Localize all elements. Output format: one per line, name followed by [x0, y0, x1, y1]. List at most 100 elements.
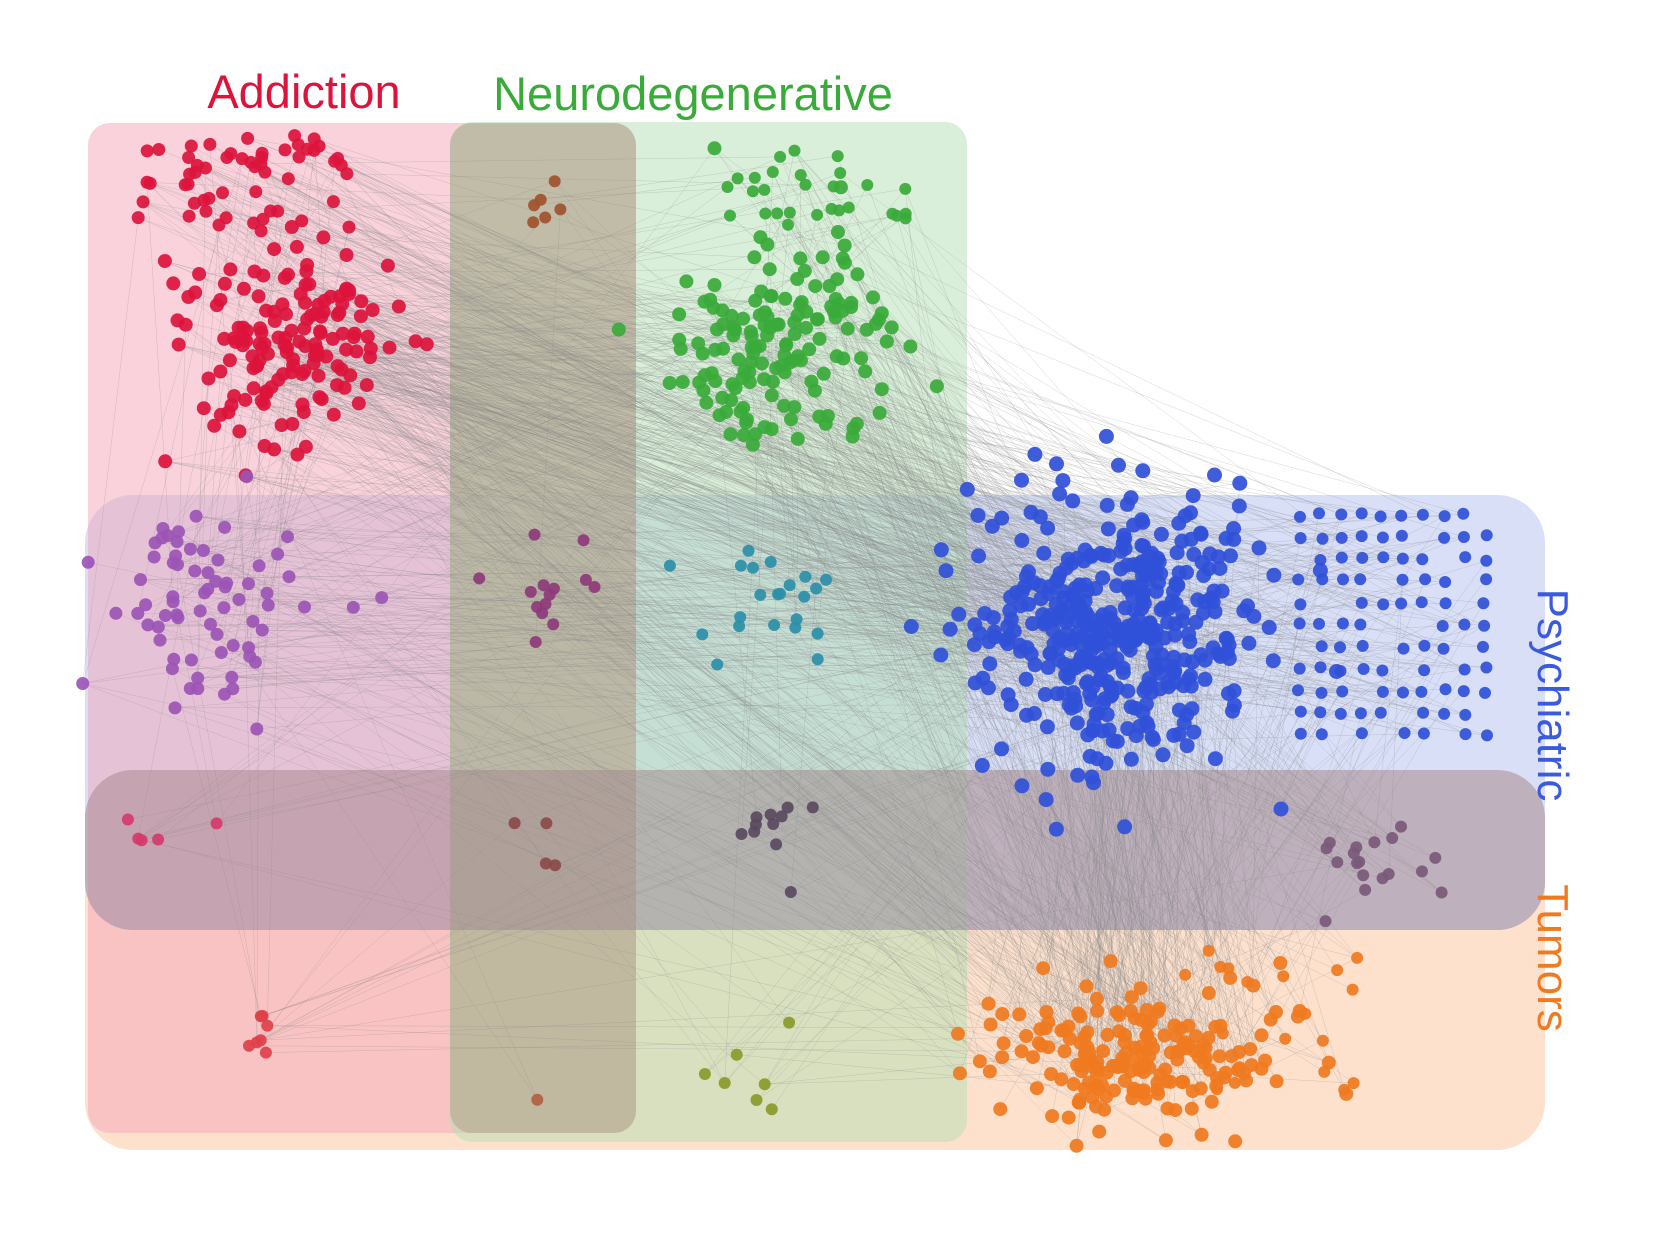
interaction-edge: [545, 328, 848, 605]
gene-node: [1314, 661, 1327, 674]
interaction-edge: [534, 177, 755, 206]
gene-node: [549, 859, 562, 872]
gene-node: [1025, 616, 1041, 632]
interaction-edge: [266, 310, 1074, 640]
interaction-edge: [764, 189, 1136, 1048]
interaction-edge: [680, 348, 1150, 1057]
gene-node: [1207, 604, 1223, 620]
interaction-edge: [370, 348, 1240, 484]
interaction-edge: [304, 302, 1178, 586]
interaction-edge: [764, 311, 1446, 583]
gene-node: [136, 195, 150, 209]
gene-node: [758, 1078, 771, 1091]
gene-node: [1040, 659, 1056, 675]
interaction-edge: [790, 419, 1322, 647]
interaction-edge: [235, 341, 774, 825]
interaction-edge: [337, 158, 995, 633]
interaction-edge: [730, 434, 1148, 1011]
gene-node: [191, 682, 205, 696]
interaction-edge: [865, 371, 1422, 693]
gene-node: [1269, 1005, 1283, 1019]
gene-node: [1090, 1003, 1105, 1018]
interaction-edge: [989, 591, 1174, 1072]
interaction-edge: [264, 171, 1123, 1059]
gene-node: [788, 144, 801, 157]
gene-node: [1197, 671, 1213, 687]
interaction-edge: [1251, 842, 1375, 1066]
gene-node: [1459, 728, 1472, 741]
interaction-edge: [367, 336, 981, 1062]
interaction-edge: [259, 138, 315, 329]
gene-node: [1395, 529, 1408, 542]
gene-node: [1000, 687, 1016, 703]
interaction-edge: [1016, 592, 1065, 1052]
gene-node: [808, 279, 823, 294]
gene-node: [874, 306, 889, 321]
interaction-edge: [814, 286, 981, 1062]
interaction-edge: [796, 174, 801, 620]
interaction-edge: [177, 320, 1206, 1059]
interaction-edge: [711, 372, 1381, 517]
gene-node: [281, 267, 295, 282]
interaction-edge: [736, 1054, 1085, 1089]
interaction-edge: [1225, 638, 1364, 876]
gene-node: [967, 675, 983, 691]
gene-node: [539, 598, 552, 610]
gene-node: [188, 165, 202, 179]
interaction-edge: [256, 822, 515, 1043]
gene-node: [793, 251, 808, 266]
gene-node: [170, 608, 184, 622]
interaction-edge: [905, 188, 947, 571]
interaction-edge: [769, 327, 1080, 1103]
gene-node: [861, 179, 874, 191]
network-edges: [82, 135, 1488, 1146]
interaction-edge: [1228, 556, 1384, 646]
interaction-edge: [185, 324, 1204, 1063]
interaction-edge: [321, 398, 976, 684]
gene-node: [704, 366, 719, 381]
gene-node: [1026, 575, 1042, 591]
gene-node: [1118, 1028, 1133, 1043]
interaction-edge: [776, 213, 1029, 605]
gene-node: [316, 230, 331, 245]
gene-node: [974, 758, 990, 773]
interaction-edge: [261, 400, 1325, 1073]
interaction-edge: [177, 320, 1038, 1089]
gene-node: [1179, 738, 1195, 754]
gene-node: [1057, 656, 1073, 672]
interaction-edge: [316, 349, 1088, 736]
interaction-edge: [333, 201, 1118, 742]
interaction-edge: [176, 515, 1445, 542]
interaction-edge: [304, 345, 1047, 1013]
cluster-psychiatric-grid: [1292, 507, 1493, 742]
interaction-edge: [305, 446, 1178, 586]
interaction-edge: [905, 188, 1032, 513]
gene-node: [203, 137, 217, 151]
interaction-edge: [770, 295, 1068, 634]
interaction-edge: [717, 664, 1146, 688]
gene-node: [213, 293, 228, 307]
gene-node: [811, 653, 824, 666]
gene-node: [611, 322, 626, 337]
interaction-edge: [348, 293, 1206, 1048]
interaction-edge: [265, 1035, 1126, 1053]
interaction-edge: [326, 278, 798, 357]
interaction-edge: [263, 403, 1097, 715]
gene-node: [783, 206, 796, 219]
interaction-edge: [1203, 648, 1444, 1063]
interaction-edge: [274, 248, 1086, 601]
interaction-edge: [1050, 653, 1254, 986]
region-neurodegenerative: [450, 122, 967, 1142]
cluster-psychiatric-main: [903, 428, 1344, 837]
gene-node: [226, 639, 240, 652]
interaction-edge: [759, 314, 1099, 621]
interaction-edge: [230, 269, 1086, 1055]
interaction-edge: [339, 296, 1066, 665]
interaction-edge: [369, 357, 1060, 639]
interaction-edge: [238, 596, 805, 600]
interaction-edge: [287, 274, 1023, 593]
interaction-edge: [254, 271, 1266, 1061]
interaction-edge: [332, 338, 1231, 979]
gene-node: [933, 647, 949, 663]
gene-node: [1415, 596, 1428, 609]
